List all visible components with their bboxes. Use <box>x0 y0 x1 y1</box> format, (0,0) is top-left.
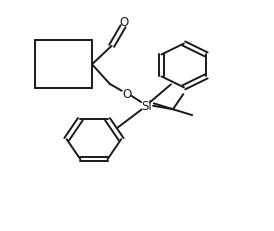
Text: Si: Si <box>142 100 152 113</box>
Text: O: O <box>122 87 131 100</box>
Text: O: O <box>120 15 129 28</box>
